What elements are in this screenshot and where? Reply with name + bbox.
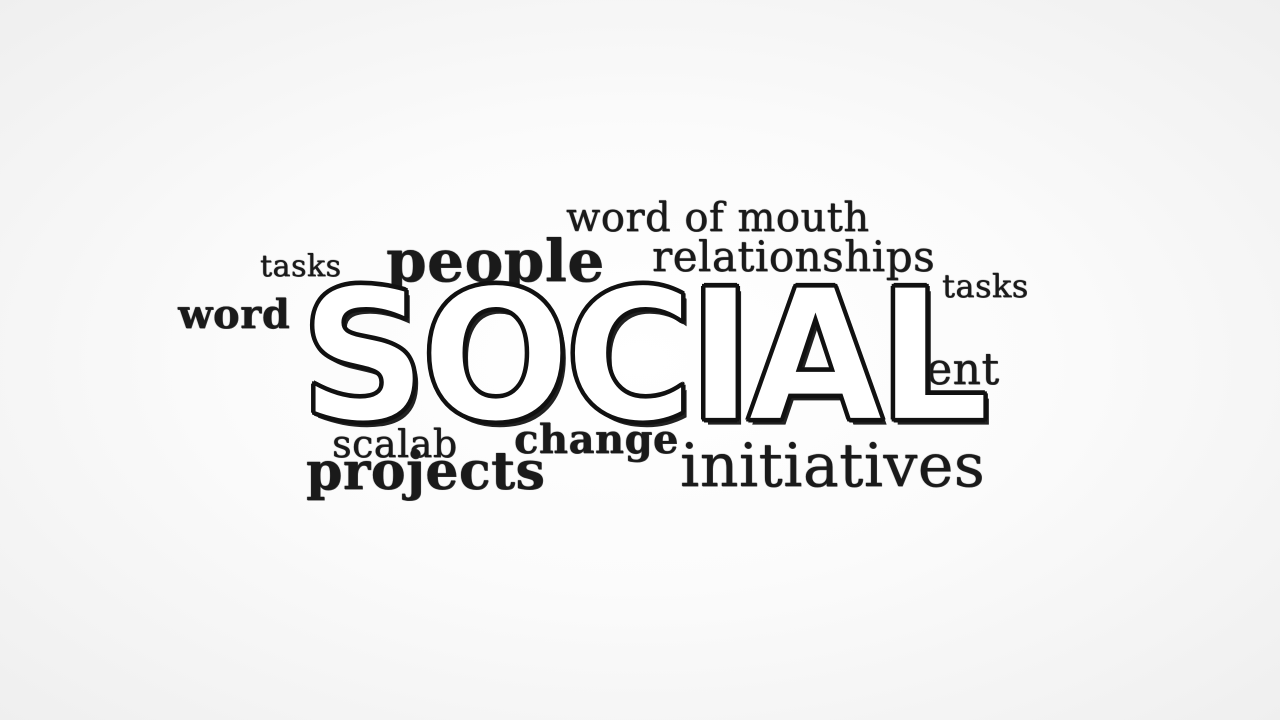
projects-text: projects <box>306 441 546 502</box>
relationships-text: relationships <box>652 232 936 281</box>
initiatives-text: initiatives <box>680 431 986 501</box>
tasks-left-text: tasks <box>260 249 342 284</box>
word-text: word <box>178 291 291 338</box>
ent-text: ent <box>926 344 1000 395</box>
scalab-text: scalab <box>332 422 458 466</box>
social-headline: SOCIAL <box>299 248 991 464</box>
tasks-right-text: tasks <box>942 267 1029 305</box>
word-of-mouth-text: word of mouth <box>566 195 870 241</box>
change-text: change <box>514 416 679 463</box>
people-text: people <box>386 227 605 295</box>
